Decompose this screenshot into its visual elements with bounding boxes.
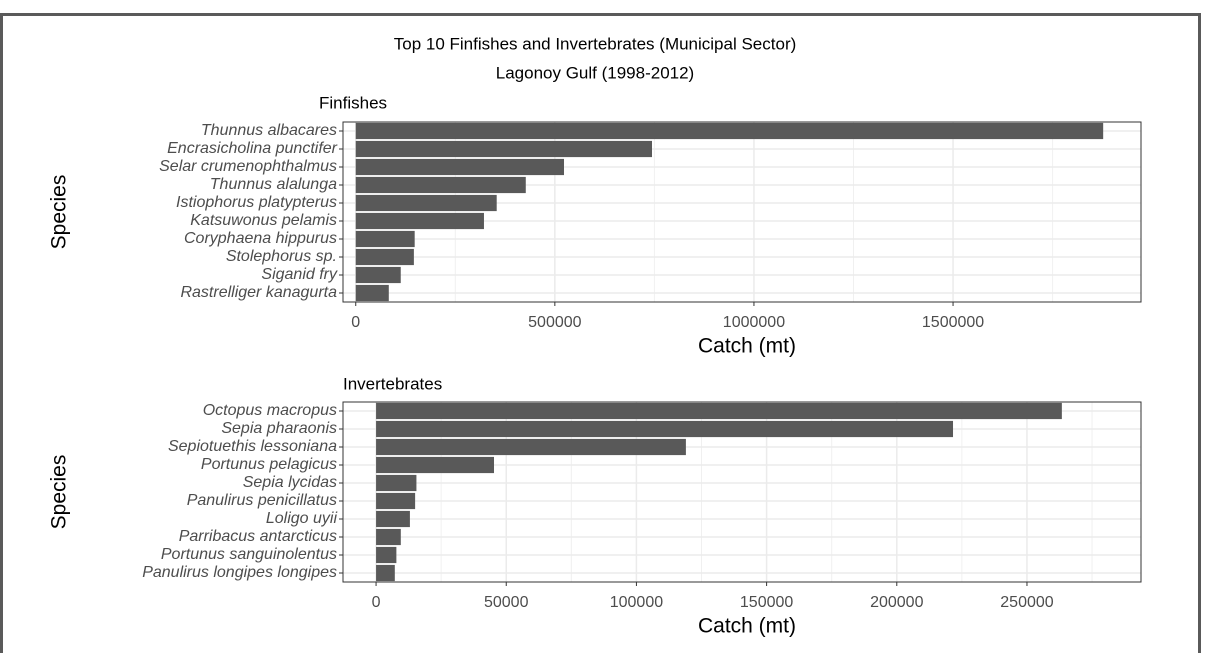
y-tick-label: Stolephorus sp. bbox=[226, 248, 337, 265]
x-tick-label: 100000 bbox=[610, 594, 663, 611]
bar bbox=[355, 212, 484, 230]
x-tick-label: 0 bbox=[351, 314, 360, 331]
bar bbox=[376, 510, 410, 528]
bar bbox=[376, 420, 954, 438]
bar bbox=[355, 194, 497, 212]
y-tick-label: Thunnus albacares bbox=[201, 122, 337, 139]
panel-title: Finfishes bbox=[319, 93, 387, 112]
y-tick-label: Rastrelliger kanagurta bbox=[180, 284, 337, 301]
bar bbox=[355, 176, 526, 194]
bar bbox=[376, 492, 416, 510]
bar bbox=[355, 140, 653, 158]
panel-title: Invertebrates bbox=[343, 374, 442, 393]
y-tick-label: Loligo uyii bbox=[266, 510, 338, 527]
y-tick-label: Thunnus alalunga bbox=[210, 176, 337, 193]
bar bbox=[376, 528, 401, 546]
x-tick-label: 150000 bbox=[740, 594, 793, 611]
y-tick-label: Encrasicholina punctifer bbox=[167, 140, 338, 157]
bar bbox=[355, 284, 389, 302]
y-tick-label: Panulirus penicillatus bbox=[187, 492, 337, 509]
y-tick-label: Coryphaena hippurus bbox=[184, 230, 337, 247]
x-tick-label: 50000 bbox=[484, 594, 529, 611]
y-tick-label: Istiophorus platypterus bbox=[176, 194, 337, 211]
y-axis-label: Species bbox=[48, 455, 71, 530]
x-tick-label: 1500000 bbox=[922, 314, 984, 331]
x-tick-label: 1000000 bbox=[723, 314, 785, 331]
bar bbox=[376, 438, 686, 456]
bar bbox=[355, 230, 415, 248]
y-axis-label: Species bbox=[48, 175, 71, 250]
bar bbox=[376, 474, 417, 492]
frame bbox=[0, 13, 1201, 653]
y-tick-label: Sepiotuethis lessoniana bbox=[168, 438, 337, 455]
chart-title: Top 10 Finfishes and Invertebrates (Muni… bbox=[394, 34, 797, 53]
plot-border bbox=[342, 121, 1142, 303]
y-tick-label: Sepia pharaonis bbox=[221, 420, 337, 437]
y-tick-label: Siganid fry bbox=[261, 266, 338, 283]
bar bbox=[376, 456, 495, 474]
bar bbox=[355, 266, 401, 284]
y-tick-label: Selar crumenophthalmus bbox=[159, 158, 337, 175]
x-tick-label: 250000 bbox=[1000, 594, 1053, 611]
y-tick-label: Panulirus longipes longipes bbox=[142, 564, 337, 581]
y-tick-label: Parribacus antarcticus bbox=[179, 528, 337, 545]
plot-border bbox=[342, 401, 1142, 583]
x-tick-label: 200000 bbox=[870, 594, 923, 611]
x-tick-label: 500000 bbox=[528, 314, 581, 331]
y-tick-label: Portunus pelagicus bbox=[201, 456, 337, 473]
bar bbox=[376, 564, 395, 582]
bar bbox=[376, 402, 1062, 420]
y-tick-label: Portunus sanguinolentus bbox=[161, 546, 337, 563]
y-tick-label: Sepia lycidas bbox=[243, 474, 337, 491]
y-tick-label: Katsuwonus pelamis bbox=[190, 212, 337, 229]
bar bbox=[355, 122, 1104, 140]
x-axis-label: Catch (mt) bbox=[698, 615, 796, 638]
x-axis-label: Catch (mt) bbox=[698, 335, 796, 358]
bar bbox=[376, 546, 397, 564]
bar bbox=[355, 248, 414, 266]
bar bbox=[355, 158, 565, 176]
y-tick-label: Octopus macropus bbox=[203, 402, 337, 419]
chart-subtitle: Lagonoy Gulf (1998-2012) bbox=[496, 63, 694, 82]
x-tick-label: 0 bbox=[372, 594, 381, 611]
